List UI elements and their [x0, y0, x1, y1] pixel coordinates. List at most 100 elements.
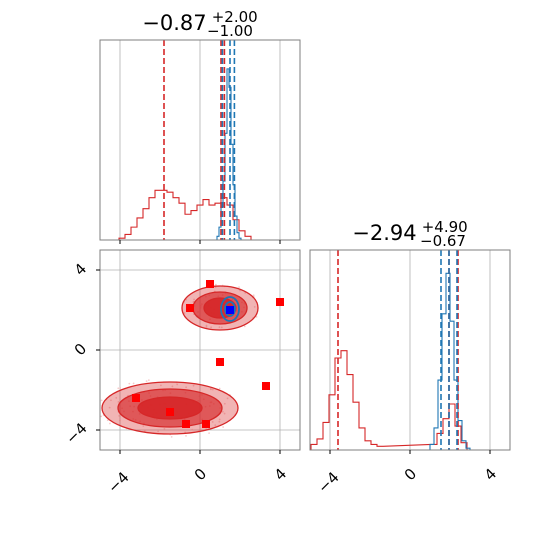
sample-point	[243, 325, 246, 328]
scatter-x-tick-labels: −4 0 4	[104, 465, 290, 497]
sample-point	[142, 425, 145, 427]
sample-point	[218, 418, 221, 421]
truth-marker-red	[206, 280, 214, 288]
truth-marker-red	[132, 394, 140, 402]
hist-y-x-tick-labels: −4 0 4	[314, 465, 500, 497]
sample-point	[239, 289, 241, 292]
sample-point	[145, 380, 148, 383]
hist-panel-y-grid	[329, 250, 491, 450]
scatter-y-tick-labels: 4 0 −4	[62, 260, 90, 448]
contour-blue	[220, 296, 240, 322]
contour-blue	[224, 301, 236, 317]
sample-point	[128, 382, 131, 385]
hist-panel-y-title-sub: −0.67	[420, 232, 466, 250]
sample-point	[208, 432, 210, 435]
sample-point	[163, 428, 166, 430]
scatter-panel-contours	[101, 285, 259, 435]
sample-point	[253, 305, 256, 308]
sample-point	[100, 415, 103, 418]
sample-point	[255, 315, 258, 318]
sample-point	[171, 385, 174, 388]
sample-point	[218, 420, 221, 423]
sample-point	[110, 399, 112, 402]
truth-marker-red	[182, 420, 190, 428]
sample-point	[205, 324, 208, 327]
sample-point	[238, 286, 240, 288]
hist-panel-x-series	[118, 68, 252, 240]
hist-panel-x-ticks	[119, 240, 281, 244]
sample-point	[210, 388, 212, 391]
hist-panel-x-grid	[119, 40, 281, 240]
sample-point	[115, 396, 118, 399]
sample-point	[226, 397, 229, 400]
sample-point	[176, 383, 179, 386]
hist-panel-y-title: −2.94 +4.90	[352, 218, 467, 245]
histogram-series	[429, 272, 471, 450]
sample-point	[214, 424, 217, 427]
sample-point	[143, 430, 146, 432]
sample-point	[191, 428, 194, 431]
sample-point	[193, 298, 195, 301]
sample-point	[220, 326, 223, 329]
truth-marker-red	[216, 358, 224, 366]
sample-point	[210, 326, 212, 329]
sample-point	[211, 388, 214, 391]
scatter-x-tick-label: −4	[104, 468, 132, 496]
sample-point	[223, 402, 226, 405]
sample-point	[185, 435, 187, 437]
scatter-panel-markers	[132, 280, 284, 428]
hist-y-x-tick-label: −4	[314, 468, 342, 496]
sample-point	[223, 412, 226, 415]
hist-panel-x: −0.87 +2.00 −1.00	[99, 8, 301, 244]
histogram-series	[118, 189, 252, 240]
sample-point	[221, 410, 224, 413]
hist-panel-y-title-sup: +4.90	[422, 218, 468, 236]
scatter-y-tick-label: 4	[71, 260, 90, 279]
scatter-x-tick-label: 4	[271, 465, 290, 484]
sample-point	[108, 422, 111, 425]
sample-point	[214, 283, 217, 286]
hist-y-x-tick-label: 0	[401, 465, 420, 484]
sample-point	[108, 406, 111, 409]
sample-point	[117, 387, 120, 390]
sample-point	[192, 384, 195, 387]
sample-point	[118, 414, 121, 417]
sample-point	[252, 294, 255, 297]
sample-point	[222, 426, 225, 428]
scatter-y-tick-label: 0	[71, 340, 90, 359]
hist-panel-y-series	[310, 272, 471, 450]
truth-marker-red	[202, 420, 210, 428]
sample-point	[118, 419, 121, 422]
sample-point	[132, 382, 135, 385]
scatter-panel-ticks	[96, 269, 281, 454]
sample-point	[160, 384, 162, 387]
sample-point	[147, 379, 150, 382]
truth-marker-red	[262, 382, 270, 390]
scatter-panel: −4 0 4 4 0 −4	[62, 249, 301, 497]
sample-point	[183, 312, 186, 314]
truth-marker-red	[166, 408, 174, 416]
sample-point	[119, 387, 122, 389]
sample-point	[185, 386, 188, 389]
truth-marker-red	[276, 298, 284, 306]
sample-point	[205, 326, 208, 328]
hist-panel-x-title-main: −0.87	[142, 11, 206, 35]
hist-panel-y-quantiles	[337, 250, 459, 450]
hist-panel-x-title-sup: +2.00	[212, 8, 258, 26]
hist-panel-y-title-main: −2.94	[352, 221, 416, 245]
sample-point	[218, 326, 221, 329]
truth-marker-blue	[226, 306, 234, 314]
hist-panel-y-ticks	[329, 450, 491, 454]
hist-panel-x-title: −0.87 +2.00	[142, 8, 257, 35]
sample-point	[100, 399, 103, 402]
sample-point	[117, 401, 120, 403]
sample-point	[170, 435, 173, 438]
histogram-series	[310, 350, 468, 450]
hist-panel-x-quantiles	[163, 40, 236, 240]
sample-point	[157, 430, 160, 433]
hist-panel-x-title-sub: −1.00	[207, 22, 253, 40]
scatter-y-tick-label: −4	[62, 419, 90, 447]
truth-marker-red	[186, 304, 194, 312]
sample-point	[211, 421, 214, 423]
